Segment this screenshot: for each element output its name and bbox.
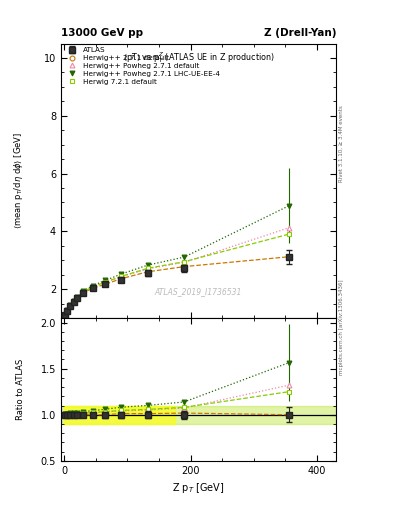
Herwig++ 2.7.1 default: [182, 264, 187, 270]
Line: Herwig++ 2.7.1 default: Herwig++ 2.7.1 default: [63, 254, 291, 317]
Herwig++ 2.7.1 default: [65, 308, 70, 314]
Herwig++ Powheg 2.7.1 default: [75, 295, 80, 301]
Herwig 7.2.1 default: [81, 289, 85, 295]
Herwig++ 2.7.1 default: [71, 298, 76, 305]
Herwig++ Powheg 2.7.1 default: [71, 298, 76, 304]
Herwig++ Powheg 2.7.1 default: [286, 225, 291, 231]
Line: Herwig 7.2.1 default: Herwig 7.2.1 default: [63, 232, 291, 317]
Herwig++ 2.7.1 default: [119, 275, 123, 282]
Herwig++ Powheg 2.7.1 LHC-UE-EE-4: [182, 254, 187, 260]
Y-axis label: Ratio to ATLAS: Ratio to ATLAS: [16, 359, 25, 420]
Herwig++ Powheg 2.7.1 LHC-UE-EE-4: [119, 271, 123, 277]
Herwig++ Powheg 2.7.1 default: [68, 303, 73, 309]
Herwig 7.2.1 default: [119, 273, 123, 280]
Herwig++ Powheg 2.7.1 LHC-UE-EE-4: [68, 302, 73, 308]
Text: mcplots.cern.ch [arXiv:1306.3436]: mcplots.cern.ch [arXiv:1306.3436]: [339, 280, 344, 375]
Herwig++ Powheg 2.7.1 default: [103, 279, 108, 285]
Herwig 7.2.1 default: [68, 303, 73, 309]
Legend: ATLAS, Herwig++ 2.7.1 default, Herwig++ Powheg 2.7.1 default, Herwig++ Powheg 2.: ATLAS, Herwig++ 2.7.1 default, Herwig++ …: [63, 46, 222, 86]
Herwig++ Powheg 2.7.1 LHC-UE-EE-4: [286, 203, 291, 209]
Herwig++ Powheg 2.7.1 LHC-UE-EE-4: [103, 278, 108, 284]
Herwig++ 2.7.1 default: [75, 295, 80, 302]
Herwig++ Powheg 2.7.1 LHC-UE-EE-4: [75, 294, 80, 301]
Line: Herwig++ Powheg 2.7.1 default: Herwig++ Powheg 2.7.1 default: [63, 225, 291, 317]
Text: $\langle$pT$\rangle$ vs p$_T^Z$ (ATLAS UE in Z production): $\langle$pT$\rangle$ vs p$_T^Z$ (ATLAS U…: [123, 50, 274, 66]
Herwig++ Powheg 2.7.1 LHC-UE-EE-4: [63, 311, 68, 317]
Herwig++ 2.7.1 default: [90, 285, 95, 291]
Herwig 7.2.1 default: [103, 279, 108, 285]
X-axis label: Z p$_T$ [GeV]: Z p$_T$ [GeV]: [172, 481, 225, 495]
Herwig++ Powheg 2.7.1 default: [65, 308, 70, 314]
Herwig 7.2.1 default: [145, 265, 150, 271]
Herwig++ Powheg 2.7.1 LHC-UE-EE-4: [90, 283, 95, 289]
Herwig++ Powheg 2.7.1 default: [63, 312, 68, 318]
Text: Rivet 3.1.10, ≥ 3.4M events: Rivet 3.1.10, ≥ 3.4M events: [339, 105, 344, 182]
Text: ATLAS_2019_I1736531: ATLAS_2019_I1736531: [155, 287, 242, 296]
Text: 13000 GeV pp: 13000 GeV pp: [61, 28, 143, 38]
Y-axis label: $\langle$mean p$_{\rm T}$/d$\eta$ d$\phi\rangle$ [GeV]: $\langle$mean p$_{\rm T}$/d$\eta$ d$\phi…: [12, 132, 25, 229]
Herwig++ 2.7.1 default: [63, 312, 68, 318]
Herwig 7.2.1 default: [182, 259, 187, 265]
Herwig++ Powheg 2.7.1 default: [81, 289, 85, 295]
Herwig++ Powheg 2.7.1 default: [90, 284, 95, 290]
Herwig 7.2.1 default: [286, 231, 291, 238]
Herwig++ Powheg 2.7.1 LHC-UE-EE-4: [65, 307, 70, 313]
Herwig++ 2.7.1 default: [286, 254, 291, 260]
Text: Z (Drell-Yan): Z (Drell-Yan): [264, 28, 336, 38]
Herwig++ Powheg 2.7.1 default: [119, 273, 123, 280]
Herwig++ 2.7.1 default: [103, 281, 108, 287]
Herwig 7.2.1 default: [71, 298, 76, 304]
Herwig++ 2.7.1 default: [145, 269, 150, 275]
Herwig++ 2.7.1 default: [68, 303, 73, 309]
Herwig++ Powheg 2.7.1 LHC-UE-EE-4: [71, 297, 76, 304]
Bar: [61, 406, 336, 424]
Herwig++ Powheg 2.7.1 LHC-UE-EE-4: [81, 288, 85, 294]
Herwig++ 2.7.1 default: [81, 290, 85, 296]
Herwig 7.2.1 default: [75, 295, 80, 301]
Herwig 7.2.1 default: [63, 312, 68, 318]
Herwig++ Powheg 2.7.1 default: [182, 259, 187, 265]
Line: Herwig++ Powheg 2.7.1 LHC-UE-EE-4: Herwig++ Powheg 2.7.1 LHC-UE-EE-4: [63, 203, 291, 317]
Herwig 7.2.1 default: [65, 308, 70, 314]
Herwig++ Powheg 2.7.1 LHC-UE-EE-4: [145, 262, 150, 268]
Herwig 7.2.1 default: [90, 284, 95, 290]
Herwig++ Powheg 2.7.1 default: [145, 266, 150, 272]
